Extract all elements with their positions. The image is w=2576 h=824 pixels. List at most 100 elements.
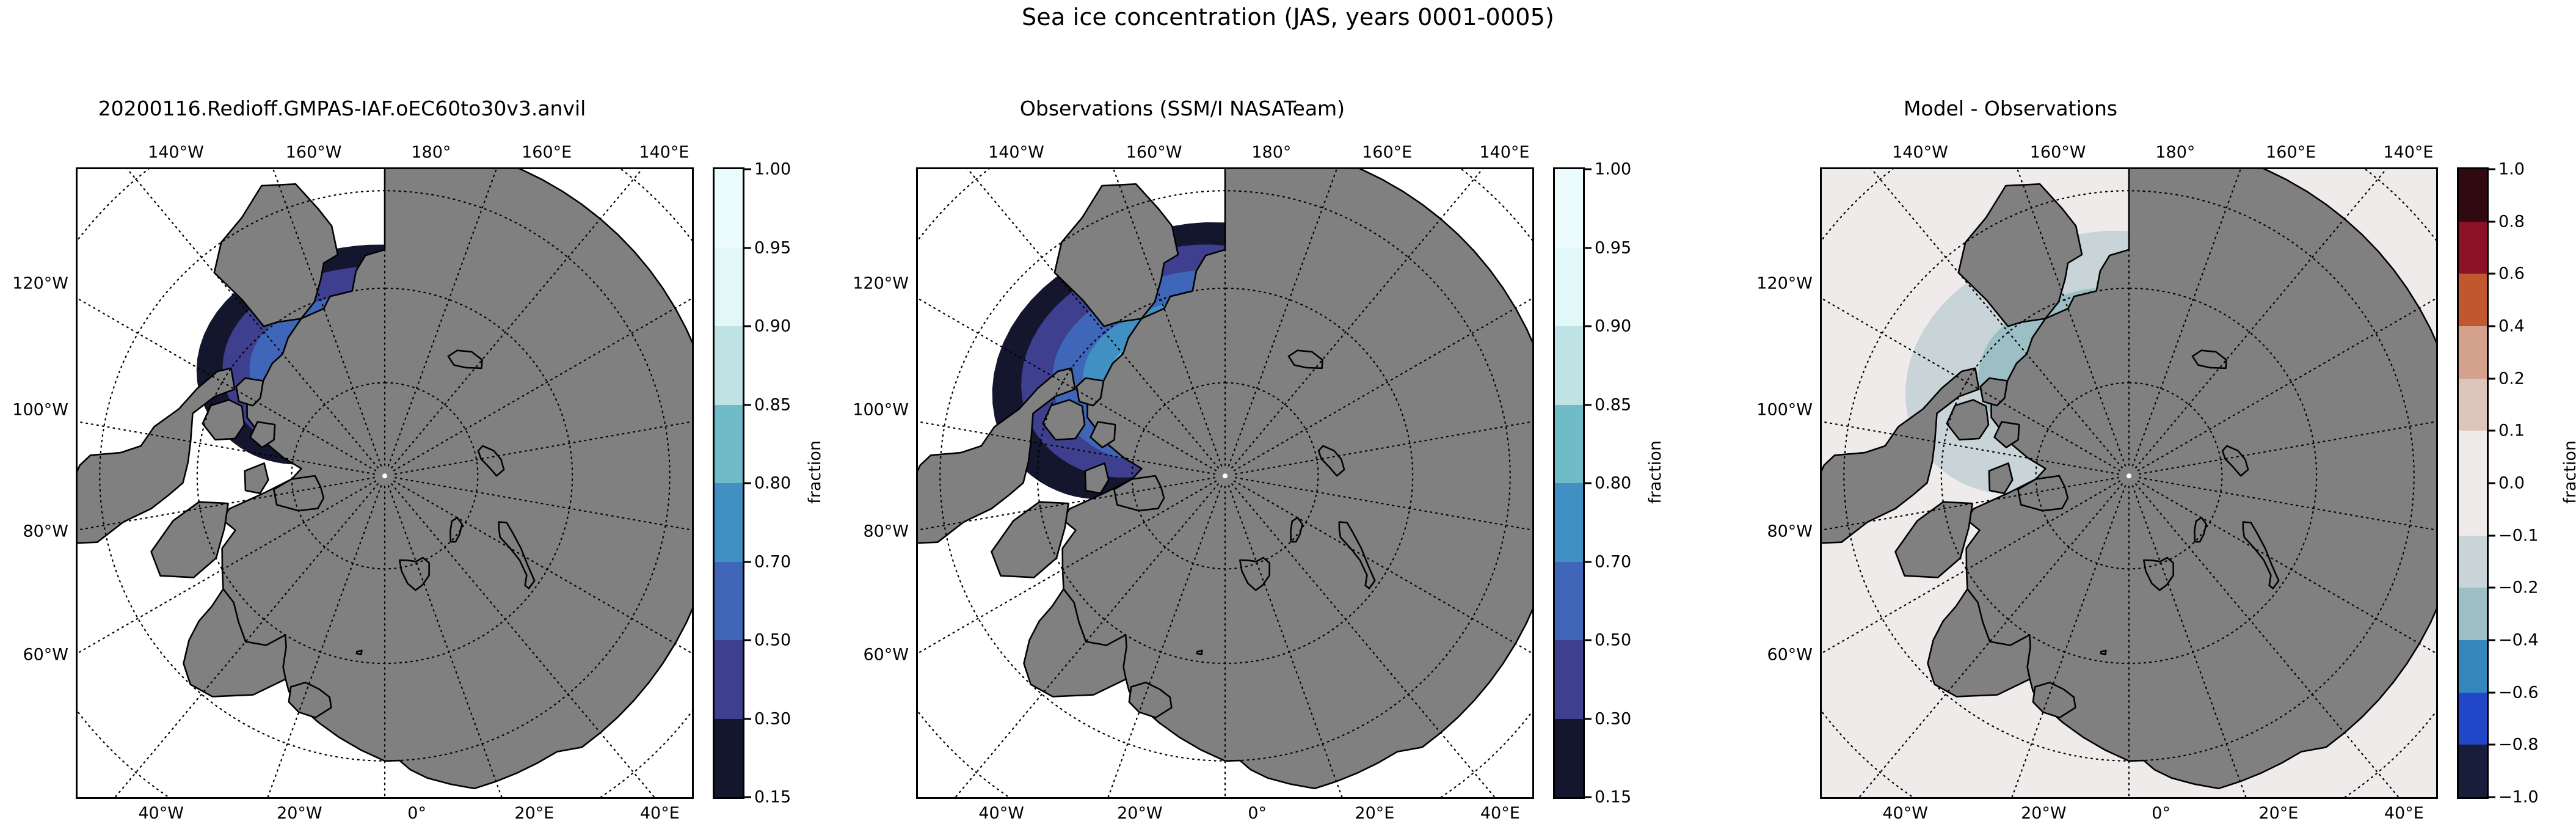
xtick-bottom-4: 40°E [1480,804,1520,823]
colorbar-tickmark-3 [744,404,751,406]
meridian--100 [78,421,377,475]
land-polygon [1290,517,1303,543]
land-polygon [244,462,269,494]
colorbar-ticklabel-9: −0.4 [2498,630,2539,650]
xtick-top-2: 180° [411,143,451,162]
meridian-40 [390,482,655,797]
xtick-top-2: 180° [1251,143,1292,162]
colorbar-ticklabel-7: 0.30 [754,709,791,728]
colorbar-axis-label-model: fraction [806,440,824,504]
meridian--100 [918,421,1217,475]
colorbar-tickmark-4 [2489,377,2495,380]
land-polygon [1338,521,1376,589]
meridian-120 [1232,297,1532,472]
land-polygon [249,421,276,448]
colorbar-tickmark-1 [1585,247,1592,249]
xtick-bottom-0: 40°W [978,804,1024,823]
colorbar-tickmark-5 [744,561,751,563]
colorbar-tickmark-7 [2489,534,2495,537]
xtick-bottom-2: 0° [1248,804,1267,823]
meridian--140 [126,169,380,470]
colorbar-segment-0 [715,718,743,797]
colorbar-tickmark-2 [2489,272,2495,275]
colorbar-tickmark-4 [1585,482,1592,484]
meridian--60 [918,479,1218,654]
land-polygon [991,501,1069,578]
north-pole-marker [1223,473,1228,479]
colorbar-tickmark-2 [744,325,751,327]
meridian--120 [78,297,377,472]
meridian-60 [2136,479,2436,654]
colorbar-tickmark-1 [2489,221,2495,223]
colorbar-segment-10 [2459,221,2487,274]
colorbar-segment-7 [715,169,743,248]
colorbar-ticklabel-5: 0.70 [1595,552,1632,571]
colorbar-segment-4 [1555,404,1583,483]
land-polygon [1075,377,1105,407]
land-polygon [150,501,229,578]
xtick-bottom-0: 40°W [138,804,184,823]
colorbar-difference[interactable] [2457,167,2489,799]
meridian--160 [1113,169,1223,468]
colorbar-observations[interactable] [1553,167,1585,799]
meridian-100 [1233,421,1532,475]
xtick-top-4: 140°E [2383,143,2434,162]
land-polygon [2100,649,2107,655]
colorbar-tickmark-5 [2489,429,2495,432]
colorbar-segment-7 [1555,169,1583,248]
colorbar-tickmark-0 [744,168,751,170]
meridian-140 [2134,169,2387,470]
colorbar-tickmark-0 [2489,168,2495,170]
land-polygon [447,349,483,370]
colorbar-ticklabel-3: 0.85 [754,395,791,414]
meridian--140 [1871,169,2124,470]
xtick-bottom-3: 20°E [514,804,555,823]
ytick-0: 120°W [853,274,909,293]
ytick-2: 80°W [863,522,909,541]
colorbar-segment-8 [2459,326,2487,379]
land-polygon [1965,169,2436,790]
meridian--60 [1822,479,2122,654]
colorbar-ticklabel-6: 0.50 [754,630,791,650]
land-polygon [1894,501,1973,578]
colorbar-tickmark-3 [1585,404,1592,406]
land-polygon [1287,349,1323,370]
colorbar-tickmark-7 [744,718,751,720]
ytick-1: 100°W [853,400,909,420]
meridian-20 [387,484,503,797]
colorbar-ticklabel-8: 0.15 [754,787,791,807]
colorbar-ticklabel-12: −1.0 [2498,787,2539,807]
meridian--160 [272,169,382,468]
colorbar-ticklabel-0: 1.00 [754,159,791,179]
figure-suptitle: Sea ice concentration (JAS, years 0001-0… [1021,4,1555,31]
colorbar-ticklabel-1: 0.95 [754,238,791,257]
panel-observations: Observations (SSM/I NASATeam) [840,0,1659,824]
colorbar-tickmark-3 [2489,325,2495,327]
ytick-0: 120°W [1756,274,1813,293]
colorbar-tickmark-8 [2489,586,2495,589]
map-axes-observations[interactable] [916,167,1534,799]
colorbar-segment-3 [2459,588,2487,640]
land-polygon [221,169,692,790]
colorbar-ticklabel-4: 0.2 [2498,369,2525,388]
colorbar-model[interactable] [713,167,744,799]
xtick-bottom-3: 20°E [1355,804,1395,823]
land-polygon [1317,445,1345,477]
ytick-1: 100°W [1756,400,1813,420]
land-polygon [1090,421,1116,448]
xtick-top-1: 160°W [285,143,342,162]
land-polygon [1084,462,1110,494]
meridian-140 [1230,169,1483,470]
colorbar-ticklabel-0: 1.00 [1595,159,1632,179]
meridian-40 [2134,482,2400,797]
map-axes-model[interactable] [76,167,694,799]
map-axes-difference[interactable] [1820,167,2438,799]
meridian-20 [1228,484,1343,797]
map-canvas-observations [918,169,1532,797]
meridian--20 [1107,484,1223,797]
colorbar-segment-2 [715,561,743,640]
xtick-top-0: 140°W [1892,143,1948,162]
north-pole-marker [2127,473,2131,479]
colorbar-segment-3 [715,483,743,562]
